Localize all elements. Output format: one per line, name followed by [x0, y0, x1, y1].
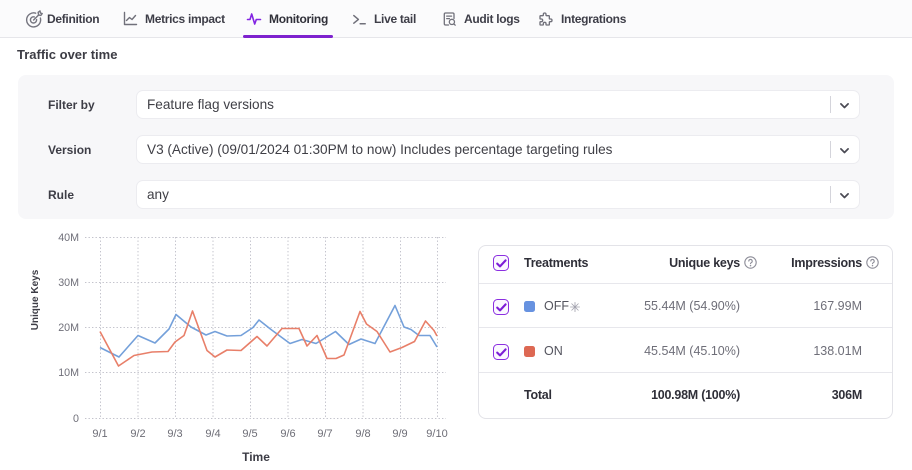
svg-text:9/1: 9/1 — [92, 428, 107, 440]
svg-text:Time: Time — [242, 450, 270, 464]
svg-text:9/6: 9/6 — [280, 428, 295, 440]
svg-text:9/9: 9/9 — [392, 428, 407, 440]
svg-text:Unique Keys: Unique Keys — [30, 269, 41, 330]
svg-text:9/8: 9/8 — [355, 428, 370, 440]
svg-text:20M: 20M — [58, 322, 79, 334]
svg-text:9/3: 9/3 — [167, 428, 182, 440]
svg-text:9/7: 9/7 — [317, 428, 332, 440]
svg-text:0: 0 — [73, 413, 79, 425]
svg-text:9/5: 9/5 — [242, 428, 257, 440]
svg-text:9/10: 9/10 — [426, 428, 447, 440]
svg-text:40M: 40M — [58, 232, 79, 244]
svg-text:9/4: 9/4 — [205, 428, 220, 440]
svg-text:30M: 30M — [58, 277, 79, 289]
svg-text:10M: 10M — [58, 367, 79, 379]
svg-text:9/2: 9/2 — [130, 428, 145, 440]
